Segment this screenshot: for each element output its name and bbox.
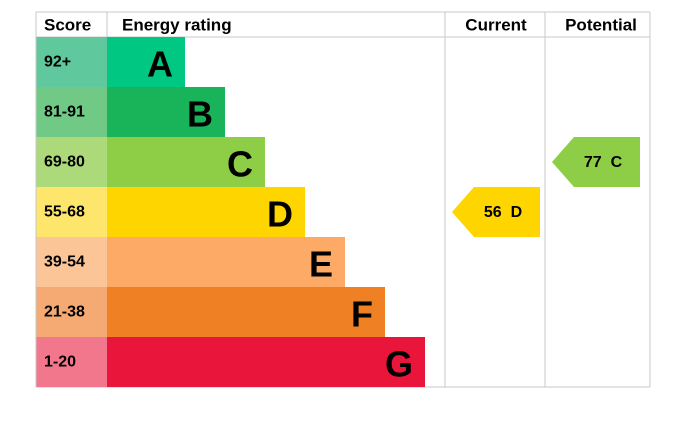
header-rating: Energy rating: [122, 16, 232, 35]
score-cell: [36, 37, 107, 87]
potential-score: 77: [584, 154, 602, 171]
current-arrow: [452, 187, 540, 237]
rating-letter: F: [351, 294, 373, 335]
rating-letter: C: [227, 144, 253, 185]
score-cell: [36, 187, 107, 237]
score-cell: [36, 237, 107, 287]
current-label: 56 D: [484, 204, 522, 221]
potential-label: 77 C: [584, 154, 623, 171]
score-label: 39-54: [44, 254, 85, 271]
rating-letter: G: [385, 344, 413, 385]
current-rating: D: [511, 204, 523, 221]
rating-letter: D: [267, 194, 293, 235]
rating-letter: E: [309, 244, 333, 285]
potential-arrow: [552, 137, 640, 187]
score-label: 1-20: [44, 354, 76, 371]
current-score: 56: [484, 204, 502, 221]
rating-bar: [107, 187, 305, 237]
score-cell: [36, 137, 107, 187]
score-cell: [36, 337, 107, 387]
rating-bar: [107, 337, 425, 387]
rating-bar: [107, 137, 265, 187]
header-potential: Potential: [565, 16, 637, 35]
score-label: 81-91: [44, 104, 85, 121]
score-label: 69-80: [44, 154, 85, 171]
header-current: Current: [465, 16, 527, 35]
score-cell: [36, 287, 107, 337]
score-label: 55-68: [44, 204, 85, 221]
rating-bar: [107, 37, 185, 87]
rating-letter: B: [187, 94, 213, 135]
rating-bar: [107, 87, 225, 137]
potential-rating: C: [611, 154, 623, 171]
rating-bar: [107, 237, 345, 287]
score-label: 92+: [44, 54, 71, 71]
score-cell: [36, 87, 107, 137]
header-score: Score: [44, 16, 91, 35]
rating-bar: [107, 287, 385, 337]
rating-letter: A: [147, 44, 173, 85]
score-label: 21-38: [44, 304, 85, 321]
